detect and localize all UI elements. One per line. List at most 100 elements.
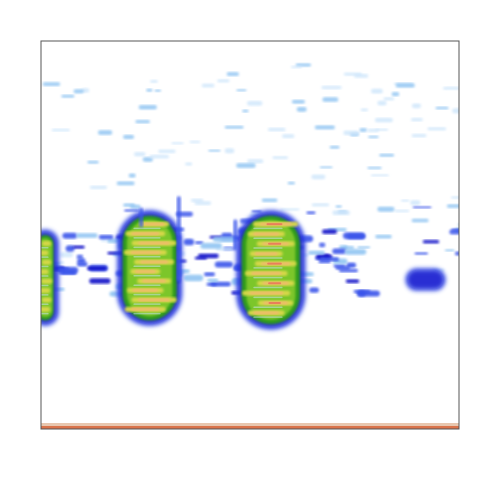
heat-cell xyxy=(138,241,170,245)
heat-cell xyxy=(309,287,319,293)
heat-cell xyxy=(253,237,283,239)
heat-cell xyxy=(435,106,449,110)
heat-cell xyxy=(242,109,249,113)
heat-cell xyxy=(183,274,204,282)
heat-cell xyxy=(41,256,49,258)
heat-cell xyxy=(367,166,382,170)
heat-cell xyxy=(139,207,144,228)
heat-cell xyxy=(77,258,86,264)
heat-cell xyxy=(311,174,326,180)
heat-cell xyxy=(76,233,98,238)
heat-cell xyxy=(61,94,75,98)
heat-cell xyxy=(204,272,215,277)
heat-cell xyxy=(212,236,236,242)
heat-cell xyxy=(189,140,201,144)
heat-cell xyxy=(353,289,371,294)
heat-cell xyxy=(149,154,169,159)
heat-cell xyxy=(335,205,342,208)
heat-cell xyxy=(62,232,78,239)
heat-cell xyxy=(280,208,300,211)
heat-cell xyxy=(319,242,326,248)
heat-cell xyxy=(311,203,329,207)
heat-cell xyxy=(201,83,215,88)
heat-cell xyxy=(185,162,193,166)
heat-cell xyxy=(320,257,339,262)
heat-cell xyxy=(133,275,161,277)
heat-cell xyxy=(377,100,387,106)
heat-cell xyxy=(321,85,342,90)
heat-cell xyxy=(57,266,79,274)
heat-cell xyxy=(128,173,136,178)
heat-cell xyxy=(253,227,283,230)
heat-cell xyxy=(41,250,49,256)
heat-cell xyxy=(133,265,161,267)
heat-cell xyxy=(254,252,278,256)
heat-cell xyxy=(360,108,368,112)
heat-cell xyxy=(217,79,230,83)
heat-cell xyxy=(329,145,340,149)
heat-cell xyxy=(253,257,283,259)
heat-cell xyxy=(51,128,70,132)
heat-cell xyxy=(427,127,446,131)
heat-cell xyxy=(287,181,295,185)
heat-cell xyxy=(133,284,161,286)
heat-cell xyxy=(200,243,222,249)
heat-cell xyxy=(343,246,355,250)
heat-cell xyxy=(41,275,49,277)
heat-cell xyxy=(253,276,283,279)
heat-cell xyxy=(133,227,161,230)
heat-cell xyxy=(41,312,49,315)
heat-cell xyxy=(233,219,238,251)
heat-cell xyxy=(306,211,316,215)
heat-cell xyxy=(41,288,51,294)
heat-cell xyxy=(133,312,161,315)
heat-cell xyxy=(296,107,307,112)
heat-cell xyxy=(268,242,282,245)
heat-cell xyxy=(247,159,264,164)
heat-cell xyxy=(359,128,367,132)
heat-cell xyxy=(452,108,459,114)
heat-cell xyxy=(377,206,395,212)
heat-cell xyxy=(207,278,219,283)
heat-cell xyxy=(133,246,161,249)
heat-cell xyxy=(41,238,53,317)
heat-cell xyxy=(319,166,333,169)
heat-cell xyxy=(411,218,429,223)
heat-cell xyxy=(194,201,211,205)
heat-cell xyxy=(130,307,160,311)
heat-cell xyxy=(451,228,459,232)
heat-cell xyxy=(266,223,283,226)
heat-cell xyxy=(133,237,161,239)
heat-cell xyxy=(249,291,284,295)
heat-cell xyxy=(282,134,295,138)
heat-cell xyxy=(132,288,159,292)
heat-cell xyxy=(339,269,358,273)
heat-cell xyxy=(65,245,75,252)
heat-cell xyxy=(41,297,52,303)
heat-cell xyxy=(412,206,432,209)
heat-cell xyxy=(123,134,135,139)
heat-cell xyxy=(41,284,49,287)
heat-cell xyxy=(253,316,283,318)
heat-cell xyxy=(308,250,325,255)
heat-cell xyxy=(221,232,233,238)
heat-cell xyxy=(133,303,161,305)
heat-cell xyxy=(41,303,49,305)
heat-cell xyxy=(332,210,350,215)
heat-cell xyxy=(154,89,161,92)
heat-cell xyxy=(267,262,282,265)
heat-cell xyxy=(322,97,339,102)
baseline-line xyxy=(41,426,459,429)
heat-cell xyxy=(253,286,283,289)
heat-cell xyxy=(401,199,410,202)
heat-cell xyxy=(335,266,351,270)
heat-cell xyxy=(447,204,459,208)
heat-cell xyxy=(134,152,146,157)
heat-cell xyxy=(371,174,389,177)
heat-cell xyxy=(146,88,153,92)
heat-cell xyxy=(183,238,195,246)
heat-cell xyxy=(72,245,85,249)
heat-cell xyxy=(171,142,184,145)
heat-cell xyxy=(214,261,233,268)
